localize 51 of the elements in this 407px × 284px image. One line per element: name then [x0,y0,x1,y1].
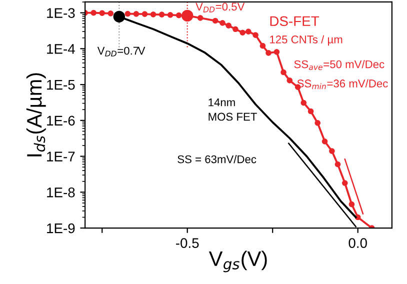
y-tick-label: 1E-4 [47,44,75,54]
point [342,180,348,186]
point [260,42,266,49]
point [245,28,252,34]
point [308,108,314,114]
point [286,78,293,84]
y-tick-label: 1E-8 [47,188,75,198]
point [314,120,321,126]
point [142,11,148,18]
annotation: 14nm MOS FET [208,98,257,121]
point [274,49,280,55]
point [150,12,156,18]
point [113,10,126,23]
point [266,50,272,56]
y-tick-label: 1E-5 [47,80,75,90]
x-tick-label: -0.5 [176,238,199,248]
point [182,10,194,22]
y-tick-label: 1E-6 [47,116,75,126]
point [99,10,106,16]
y-tick-label: 1E-9 [47,223,75,234]
y-tick-label: 1E-7 [47,152,75,162]
x-tick-label: 0.0 [348,238,367,248]
y-tick-label: 1E-3 [47,8,75,18]
point [300,100,307,106]
annotation: V$_{DD}$=0.5V [196,2,245,12]
annotation: V$_{DD}$=0.7V [97,46,146,56]
point [334,161,341,168]
y-axis-title: I$_{ds}$(A/µm) [26,73,46,156]
point [133,11,140,17]
point [90,10,97,16]
annotation: 125 CNTs / µm [270,35,342,46]
point [348,201,355,208]
x-axis-title: V$_{gs}$(V) [208,250,267,272]
point [252,32,258,38]
point [176,12,182,18]
point [167,12,174,18]
point [240,30,246,36]
point [212,18,218,24]
point [158,12,165,18]
point [108,10,114,16]
point [329,148,335,154]
point [226,22,232,28]
point [220,20,226,26]
annotation: DS-FET [270,16,320,26]
point [280,69,286,76]
point [322,138,328,144]
annotation: SS = 63mV/Dec [178,155,256,164]
point [232,26,238,32]
annotation: SS$_{ave}$=50 mV/Dec [294,60,384,70]
point [124,10,131,17]
point [197,14,204,21]
